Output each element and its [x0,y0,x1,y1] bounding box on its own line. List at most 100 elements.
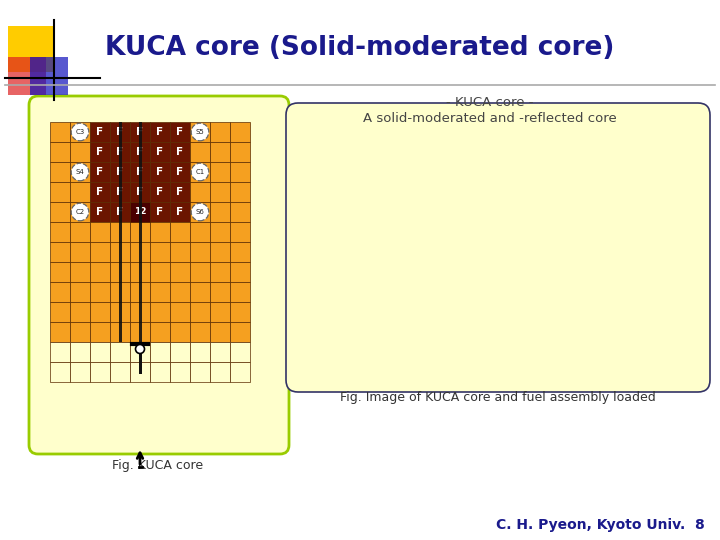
Bar [110,122,130,142]
Bar [70,262,90,282]
Bar [230,342,250,362]
Bar [210,182,230,202]
Bar [190,182,210,202]
Bar [170,162,190,182]
Bar [150,302,170,322]
Text: F: F [176,127,184,137]
Bar [130,362,150,382]
Text: F: F [117,127,124,137]
Bar [70,122,90,142]
Text: C3: C3 [76,129,85,135]
Circle shape [192,163,209,181]
Bar [190,282,210,302]
Bar [170,202,190,222]
Bar [130,262,150,282]
Bar [130,322,150,342]
Bar [230,202,250,222]
Text: F: F [117,167,124,177]
Bar [230,142,250,162]
Bar [170,242,190,262]
Bar [210,362,230,382]
Bar [150,262,170,282]
Bar [230,122,250,142]
Bar [130,162,150,182]
Bar [190,322,210,342]
Text: F: F [96,127,104,137]
Bar [210,282,230,302]
Bar [70,242,90,262]
Text: S6: S6 [196,209,204,215]
Bar [130,202,150,222]
Text: F: F [156,127,163,137]
Bar [50,202,70,222]
Text: F: F [96,187,104,197]
Bar [138,342,142,374]
Text: F: F [96,167,104,177]
Text: C2: C2 [76,209,84,215]
Bar [50,222,70,242]
Text: 12: 12 [134,207,146,217]
Bar [150,162,170,182]
Bar [90,362,110,382]
Bar [110,222,130,242]
Bar [110,322,130,342]
Text: F: F [136,127,143,137]
Text: S5: S5 [196,129,204,135]
Bar [70,322,90,342]
Text: F: F [176,167,184,177]
Bar [150,182,170,202]
Bar [190,302,210,322]
Bar [90,302,110,322]
Bar [110,202,130,222]
Bar [150,242,170,262]
Bar [190,202,210,222]
Bar [130,302,150,322]
Bar [30,57,68,95]
Bar [50,242,70,262]
Bar [130,182,150,202]
Bar [230,282,250,302]
Bar [110,342,130,362]
Bar [50,262,70,282]
Text: F: F [176,187,184,197]
Bar [110,142,130,162]
Bar [190,122,210,142]
Bar [110,282,130,302]
Bar [190,362,210,382]
Bar [170,302,190,322]
Bar [230,222,250,242]
Bar [210,162,230,182]
Bar [8,57,46,95]
Bar [70,342,90,362]
Bar [110,162,130,182]
Bar [130,342,150,362]
Bar [230,162,250,182]
FancyBboxPatch shape [286,103,710,392]
Bar [90,222,110,242]
Text: F: F [176,207,184,217]
Bar [230,302,250,322]
Bar [150,202,170,222]
Bar [90,182,110,202]
Text: C. H. Pyeon, Kyoto Univ.  8: C. H. Pyeon, Kyoto Univ. 8 [496,518,705,532]
Bar [70,202,90,222]
Bar [210,322,230,342]
Text: C1: C1 [195,169,204,175]
Bar [90,262,110,282]
Text: - KUCA core -: - KUCA core - [446,96,534,109]
Bar [150,142,170,162]
Bar [130,142,150,162]
Bar [70,302,90,322]
Text: Fig. KUCA core: Fig. KUCA core [112,458,204,471]
Bar [50,342,70,362]
Bar [190,342,210,362]
Text: F: F [117,187,124,197]
Bar [110,302,130,322]
Bar [210,242,230,262]
Bar [50,322,70,342]
Bar [50,302,70,322]
Bar [138,122,142,342]
Text: F: F [136,147,143,157]
Bar [90,142,110,162]
Bar [190,222,210,242]
